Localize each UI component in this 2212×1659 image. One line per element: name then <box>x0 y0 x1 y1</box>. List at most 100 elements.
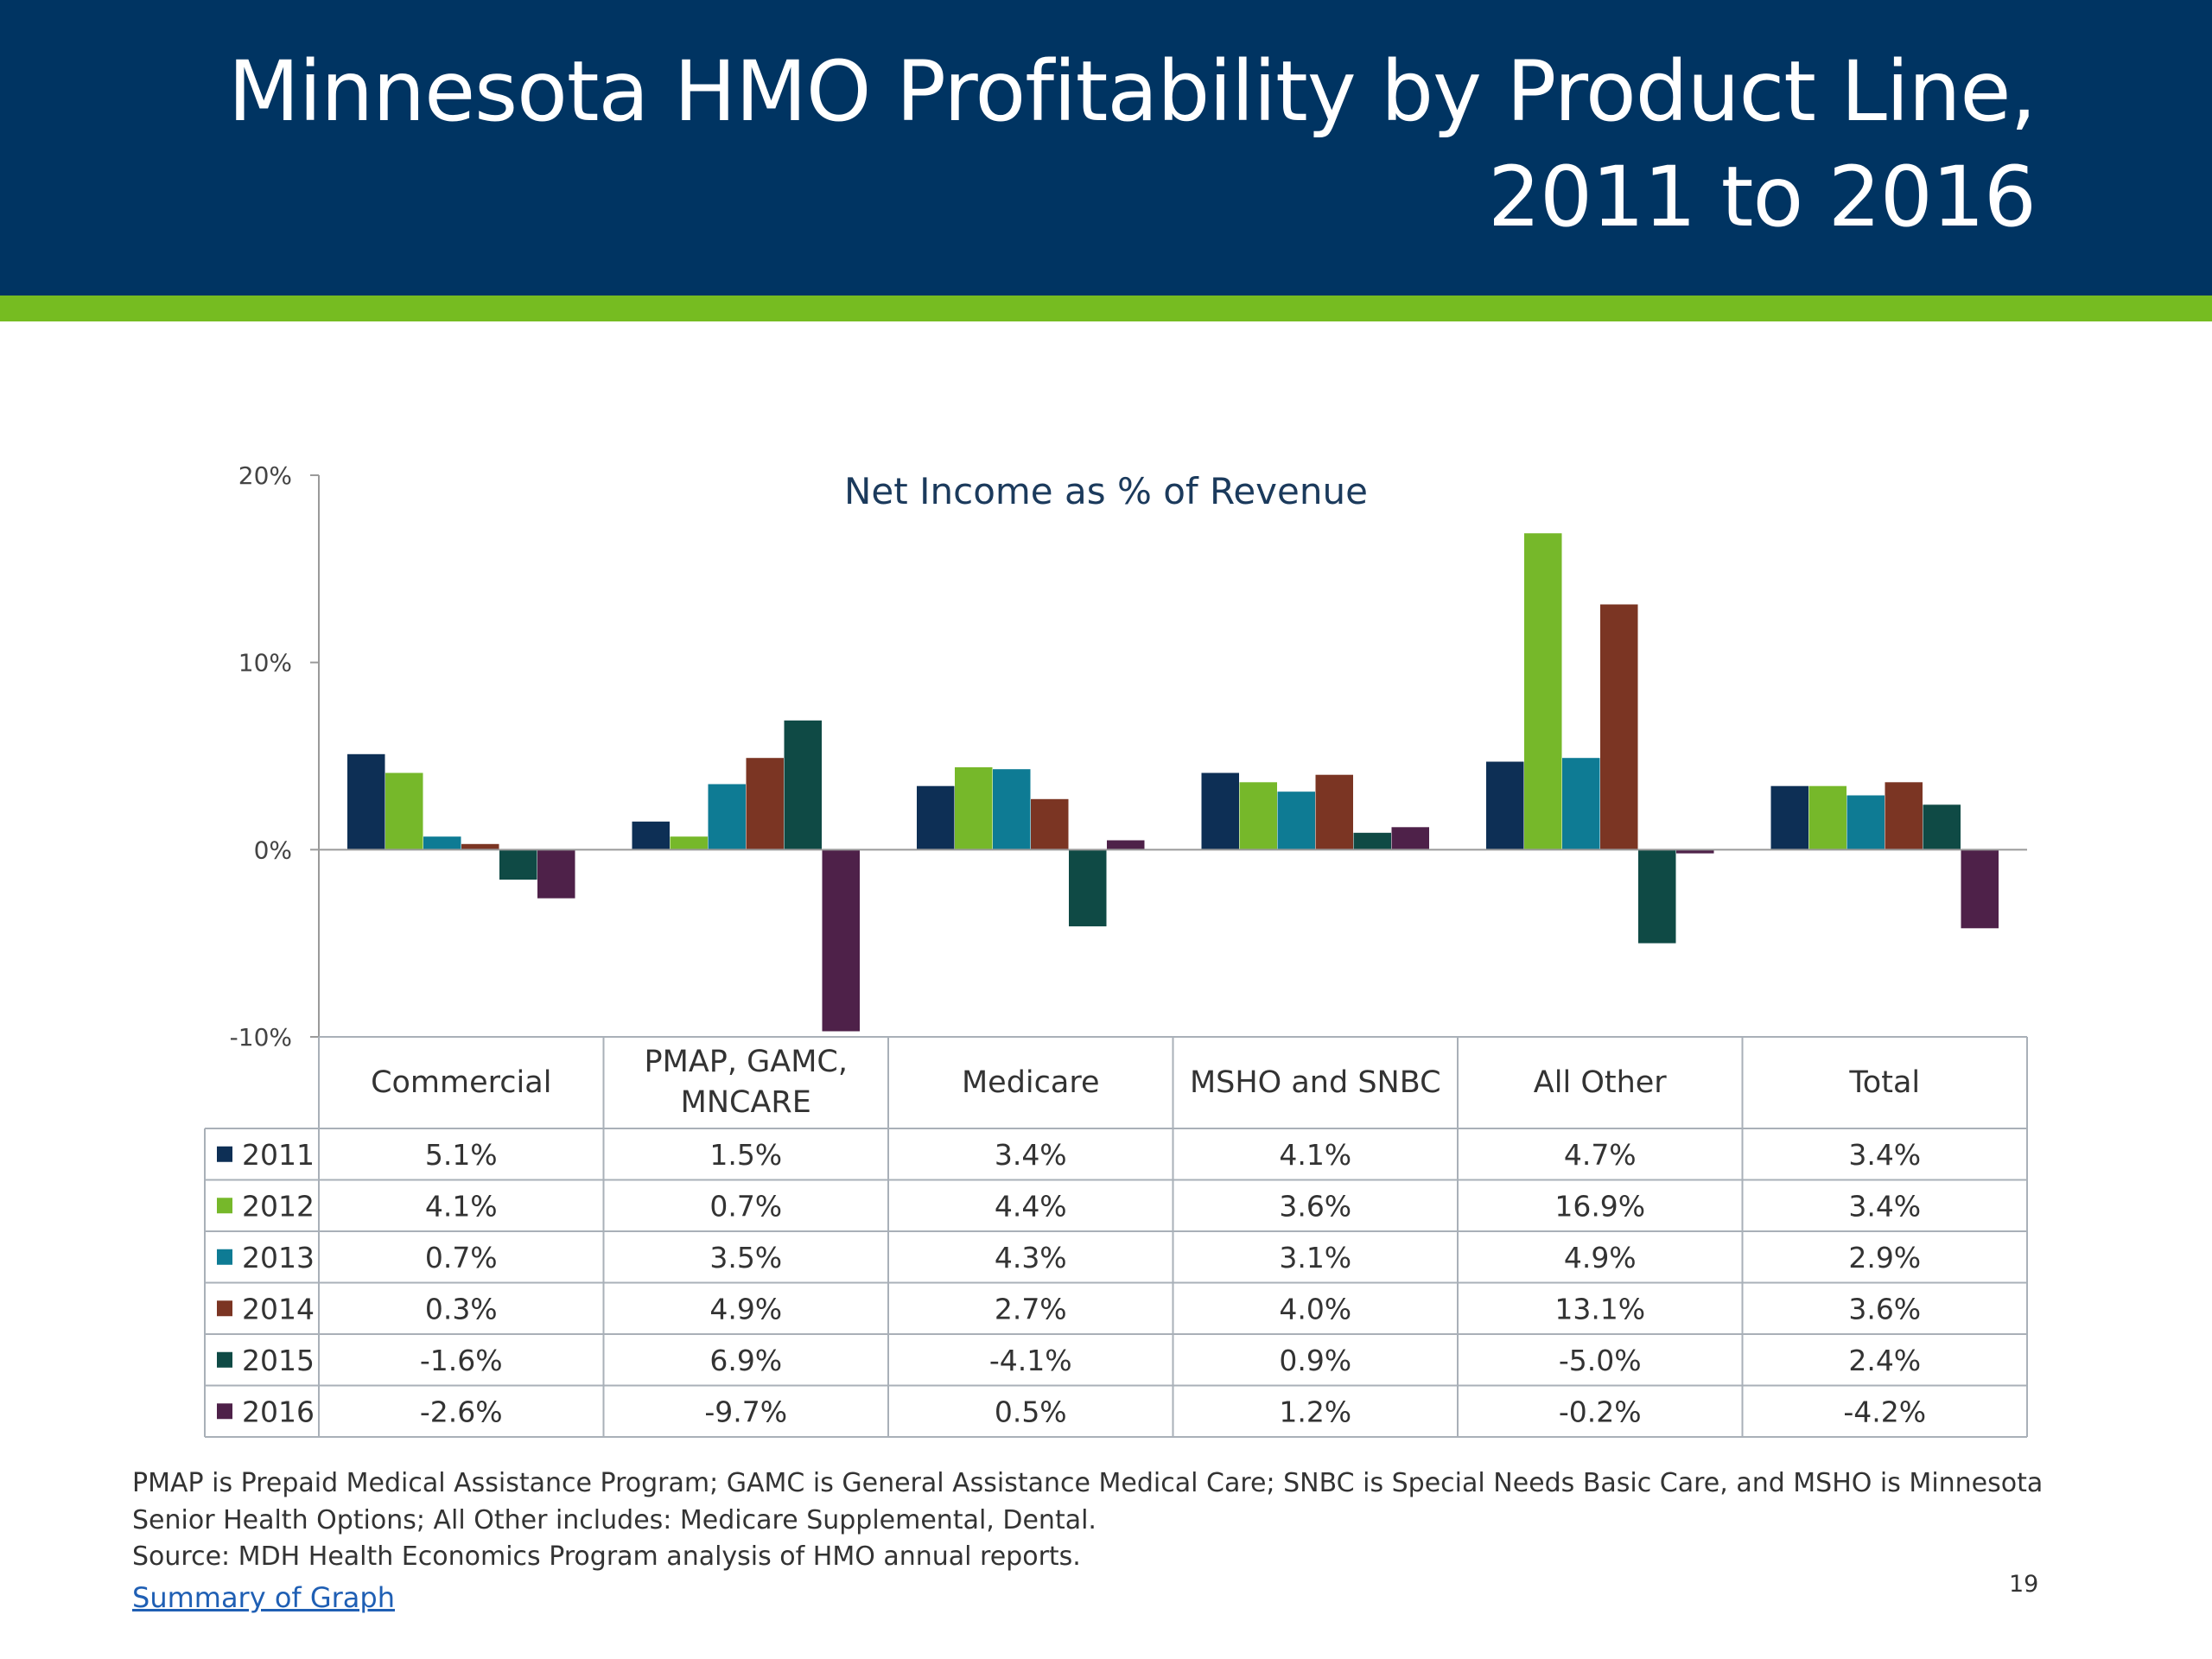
category-label: Commercial <box>371 1065 551 1100</box>
bar-2011-cat3 <box>1201 772 1239 850</box>
legend-label: 2015 <box>242 1344 315 1377</box>
bar-2016-cat1 <box>822 849 860 1032</box>
chart-title: Net Income as % of Revenue <box>844 470 1368 512</box>
table-cell-value: -4.1% <box>989 1344 1072 1377</box>
slide-title-line-2: 2011 to 2016 <box>1487 149 2037 245</box>
bar-2016-cat3 <box>1391 827 1429 850</box>
table-cell-value: 1.2% <box>1279 1395 1351 1428</box>
table-cell-value: 2.7% <box>995 1292 1067 1325</box>
bar-2016-cat4 <box>1676 849 1714 854</box>
bar-2011-cat0 <box>347 753 385 850</box>
legend-swatch-2013 <box>217 1249 232 1265</box>
table-cell-value: 4.7% <box>1564 1138 1637 1172</box>
legend-label: 2013 <box>242 1241 315 1274</box>
bar-2015-cat4 <box>1638 849 1676 944</box>
bar-2012-cat1 <box>670 836 708 850</box>
bar-2011-cat4 <box>1486 761 1524 850</box>
bar-2016-cat2 <box>1107 840 1145 850</box>
table-cell-value: 3.6% <box>1279 1189 1351 1223</box>
table-cell-value: 0.7% <box>425 1241 498 1274</box>
bar-2011-cat2 <box>917 785 955 850</box>
legend-swatch-2014 <box>217 1300 232 1317</box>
bar-2012-cat5 <box>1808 785 1847 850</box>
bar-2014-cat1 <box>746 758 784 850</box>
bar-2015-cat5 <box>1923 804 1961 850</box>
page-number: 19 <box>2009 1571 2039 1598</box>
category-label: Medicare <box>962 1065 1100 1100</box>
legend-label: 2011 <box>242 1138 315 1172</box>
table-cell-value: 5.1% <box>425 1138 498 1172</box>
table-cell-value: -1.6% <box>420 1344 503 1377</box>
bar-2012-cat4 <box>1524 533 1562 850</box>
bar-2011-cat1 <box>632 821 670 850</box>
footnote-line-2: Senior Health Options; All Other include… <box>132 1505 1096 1535</box>
accent-rule <box>0 296 2212 321</box>
bar-2013-cat1 <box>708 784 746 850</box>
bar-2014-cat2 <box>1031 798 1069 850</box>
table-cell-value: 6.9% <box>709 1344 782 1377</box>
bar-2012-cat2 <box>955 767 993 850</box>
legend-swatch-2015 <box>217 1351 232 1368</box>
bar-2015-cat0 <box>499 849 537 880</box>
bar-2013-cat0 <box>423 836 461 850</box>
table-cell-value: -0.2% <box>1559 1395 1642 1428</box>
bar-2015-cat3 <box>1353 832 1391 850</box>
legend-label: 2016 <box>242 1395 315 1428</box>
title-band: Minnesota HMO Profitability by Product L… <box>0 0 2212 296</box>
summary-of-graph-link[interactable]: Summary of Graph <box>132 1581 395 1614</box>
category-label: MNCARE <box>681 1085 811 1120</box>
bar-2012-cat0 <box>385 772 423 850</box>
table-cell-value: 3.4% <box>1848 1189 1921 1223</box>
y-tick-label: 20% <box>238 461 292 490</box>
bar-2011-cat5 <box>1770 785 1808 850</box>
y-tick-label: -10% <box>230 1023 292 1052</box>
bar-2013-cat5 <box>1847 795 1885 850</box>
bar-2016-cat0 <box>537 849 575 899</box>
legend-swatch-2011 <box>217 1146 232 1162</box>
table-cell-value: 4.3% <box>995 1241 1067 1274</box>
bar-chart-with-data-table: Net Income as % of Revenue 20% 10% 0% -10% Co… <box>204 461 2028 1438</box>
table-cell-value: 3.1% <box>1279 1241 1351 1274</box>
table-cell-value: 3.5% <box>709 1241 782 1274</box>
legend-label: 2012 <box>242 1189 315 1223</box>
table-cell-value: 16.9% <box>1554 1189 1645 1223</box>
bar-2014-cat3 <box>1315 774 1353 850</box>
table-cell-value: -9.7% <box>704 1395 787 1428</box>
bar-2015-cat1 <box>784 720 822 850</box>
table-cell-value: 1.5% <box>709 1138 782 1172</box>
y-tick-label: 10% <box>238 649 292 677</box>
table-cell-value: 4.9% <box>1564 1241 1637 1274</box>
table-cell-value: 13.1% <box>1554 1292 1645 1325</box>
bar-2013-cat3 <box>1277 791 1315 850</box>
table-cell-value: 4.1% <box>425 1189 498 1223</box>
bar-2014-cat5 <box>1885 782 1923 850</box>
bar-2014-cat0 <box>461 843 499 850</box>
bar-2016-cat5 <box>1961 849 1999 929</box>
y-tick-label: 0% <box>254 836 292 864</box>
category-label: Total <box>1848 1065 1920 1100</box>
category-label: All Other <box>1534 1065 1668 1100</box>
bar-2013-cat4 <box>1562 758 1600 850</box>
table-cell-value: -4.2% <box>1843 1395 1926 1428</box>
table-cell-value: 2.9% <box>1848 1241 1921 1274</box>
table-cell-value: 0.5% <box>995 1395 1067 1428</box>
source-note: Source: MDH Health Economics Program ana… <box>132 1541 1081 1572</box>
table-cell-value: 4.1% <box>1279 1138 1351 1172</box>
category-label: PMAP, GAMC, <box>645 1045 848 1079</box>
table-cell-value: 2.4% <box>1848 1344 1921 1377</box>
slide-title-line-1: Minnesota HMO Profitability by Product L… <box>227 43 2037 140</box>
bar-2013-cat2 <box>993 769 1031 850</box>
table-cell-value: 4.9% <box>709 1292 782 1325</box>
legend-label: 2014 <box>242 1292 315 1325</box>
table-cell-value: 0.7% <box>709 1189 782 1223</box>
table-cell-value: 4.4% <box>995 1189 1067 1223</box>
legend-swatch-2012 <box>217 1198 232 1214</box>
bar-2014-cat4 <box>1600 604 1638 850</box>
bar-2012-cat3 <box>1239 782 1277 850</box>
table-cell-value: 3.4% <box>995 1138 1067 1172</box>
table-cell-value: 0.3% <box>425 1292 498 1325</box>
legend-swatch-2016 <box>217 1403 232 1420</box>
table-cell-value: 0.9% <box>1279 1344 1351 1377</box>
table-cell-value: 3.4% <box>1848 1138 1921 1172</box>
table-cell-value: 3.6% <box>1848 1292 1921 1325</box>
